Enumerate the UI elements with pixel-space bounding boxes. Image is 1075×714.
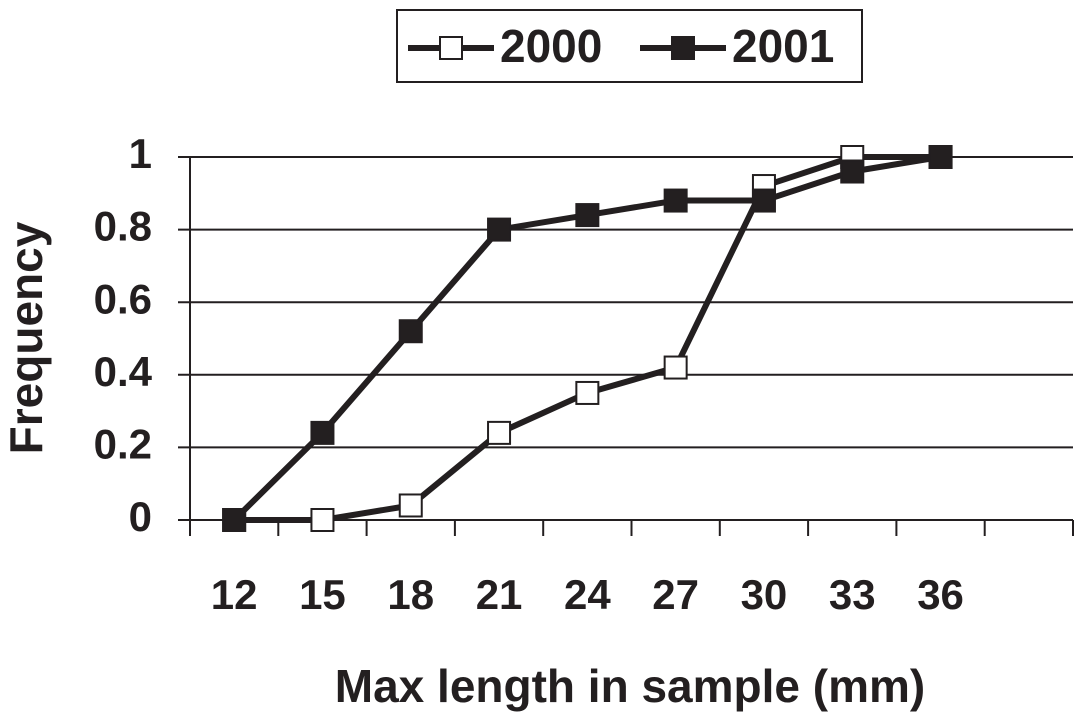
- marker: [398, 493, 423, 518]
- marker: [575, 203, 600, 228]
- y-tick-label: 0.6: [94, 275, 152, 322]
- marker: [840, 159, 865, 184]
- marker: [663, 355, 688, 380]
- x-tick-label: 21: [476, 571, 523, 618]
- marker: [663, 188, 688, 213]
- x-tick-label: 36: [917, 571, 964, 618]
- x-tick-label: 18: [387, 571, 434, 618]
- legend-label: 2001: [732, 20, 834, 72]
- y-tick-label: 0: [129, 493, 152, 540]
- marker: [928, 145, 953, 169]
- marker: [310, 420, 335, 445]
- marker: [487, 217, 512, 242]
- marker: [751, 188, 776, 213]
- legend-marker: [439, 36, 463, 60]
- y-tick-label: 0.8: [94, 203, 152, 250]
- marker: [398, 319, 423, 344]
- x-tick-label: 12: [211, 571, 258, 618]
- x-tick-label: 24: [564, 571, 611, 618]
- marker: [222, 508, 247, 532]
- y-tick-label: 0.4: [94, 348, 153, 395]
- x-tick-label: 30: [741, 571, 788, 618]
- y-tick-label: 1: [129, 130, 152, 177]
- marker: [310, 508, 335, 532]
- x-axis-label: Max length in sample (mm): [335, 660, 925, 712]
- legend-marker: [671, 36, 695, 60]
- x-tick-label: 33: [829, 571, 876, 618]
- marker: [487, 420, 512, 445]
- x-tick-label: 15: [299, 571, 346, 618]
- marker: [575, 380, 600, 405]
- y-tick-label: 0.2: [94, 420, 152, 467]
- x-tick-label: 27: [652, 571, 699, 618]
- legend-label: 2000: [500, 20, 602, 72]
- y-axis-label: Frequency: [0, 221, 52, 454]
